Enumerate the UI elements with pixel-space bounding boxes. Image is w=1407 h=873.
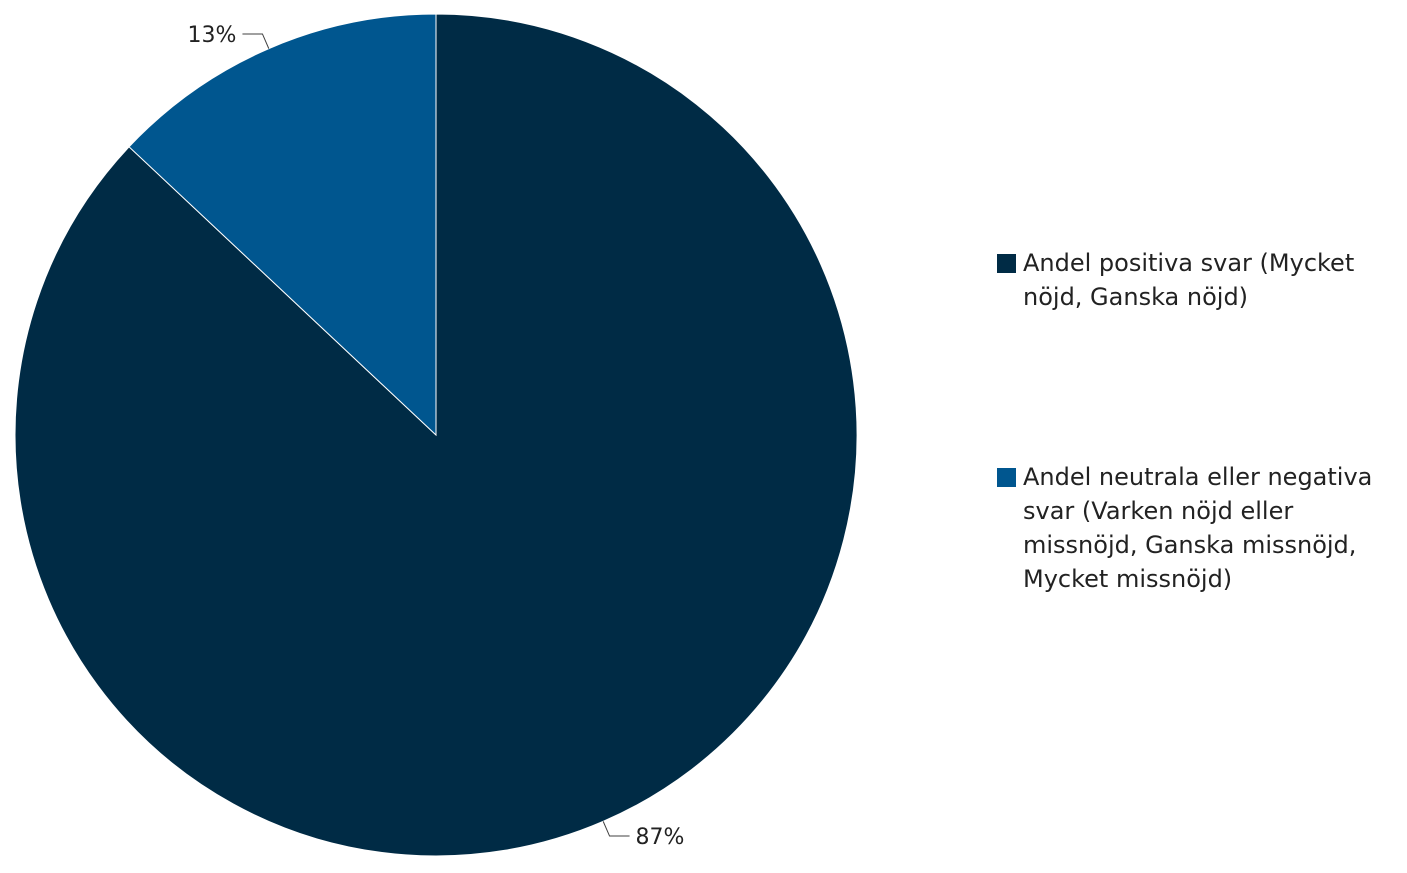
legend-item-neutral-negative: Andel neutrala eller negativa svar (Vark… [997, 460, 1397, 596]
pie-slice-neutral-negative [128, 13, 437, 437]
leader-line-neutral-negative [242, 33, 270, 49]
data-label-positive: 87% [636, 825, 685, 850]
data-label-neutral-negative: 13% [188, 23, 237, 48]
legend-swatch-neutral-negative [997, 468, 1016, 487]
legend-label-positive: Andel positiva svar (Mycket nöjd, Ganska… [1023, 249, 1355, 311]
leader-line-positive [602, 821, 630, 837]
legend: Andel positiva svar (Mycket nöjd, Ganska… [997, 246, 1397, 596]
legend-label-neutral-negative: Andel neutrala eller negativa svar (Vark… [1023, 463, 1373, 593]
leader-lines [242, 33, 630, 837]
legend-item-positive: Andel positiva svar (Mycket nöjd, Ganska… [997, 246, 1397, 314]
data-labels: 87% 13% [188, 23, 685, 850]
pie-slices [14, 13, 858, 857]
legend-swatch-positive [997, 254, 1016, 273]
